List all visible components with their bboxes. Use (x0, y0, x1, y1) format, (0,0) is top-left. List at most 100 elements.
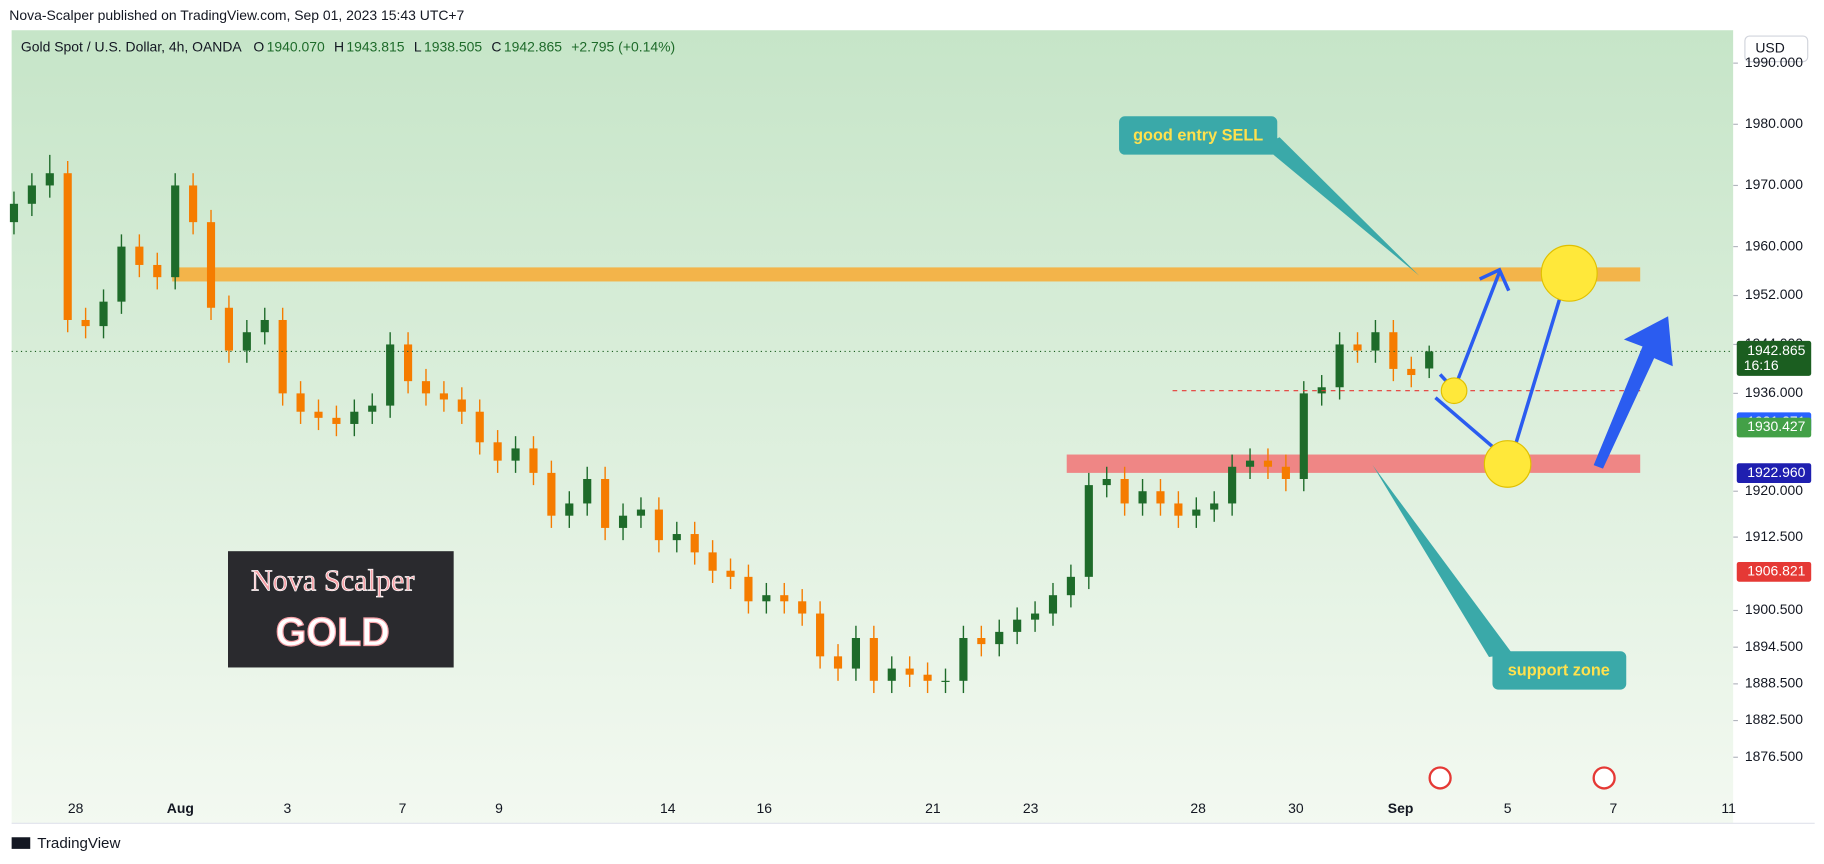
support-text: support zone (1508, 661, 1610, 679)
y-tick-label: 1960.000 (1745, 237, 1803, 253)
candle-body (618, 515, 628, 528)
candle-body (798, 601, 807, 614)
ohlc-value: 1943.815 (346, 38, 404, 54)
candle-body (1192, 509, 1201, 516)
candle-body (278, 319, 287, 394)
x-tick-label: 3 (283, 800, 291, 816)
candle-body (1389, 332, 1398, 369)
x-tick-label: 7 (399, 800, 407, 816)
candle-body (995, 631, 1004, 645)
candle-body (1102, 478, 1111, 486)
logo-box (228, 551, 454, 668)
publisher: Nova-Scalper published on TradingView.co… (9, 7, 464, 23)
ohlc-label: H (334, 38, 344, 54)
event-icon[interactable] (1428, 766, 1452, 790)
logo-asset: GOLD (276, 610, 390, 654)
zone (172, 267, 1641, 282)
candle-body (1335, 344, 1344, 388)
candle-body (260, 319, 269, 333)
candle-body (923, 674, 932, 681)
candle-body (1425, 351, 1434, 369)
candle-body (45, 173, 54, 186)
y-tick-label: 1980.000 (1745, 115, 1803, 131)
y-tick-label: 1900.500 (1745, 601, 1803, 617)
price-tag (1736, 340, 1812, 376)
candle-body (1156, 491, 1165, 504)
sell-callout (1119, 116, 1278, 155)
y-tick-label: 1894.500 (1745, 638, 1803, 654)
candle-body (1138, 491, 1147, 504)
ohlc-label: L (414, 38, 422, 54)
x-tick-label: 11 (1721, 800, 1736, 816)
candle-body (565, 503, 574, 516)
ohlc-value: 1940.070 (267, 38, 325, 54)
price-tag-label: 1942.865 (1747, 342, 1805, 358)
path-arrows (1434, 267, 1581, 455)
price-tag (1736, 463, 1812, 484)
symbol-header: Gold Spot / U.S. Dollar, 4h, OANDA O 1940.… (21, 38, 675, 54)
price-tag-sub: 16:16 (1744, 357, 1779, 373)
y-tick-label: 1888.500 (1745, 675, 1803, 691)
candle-body (296, 393, 305, 412)
candle-body (27, 185, 36, 204)
candle-body (1228, 466, 1237, 504)
candle-body (869, 637, 878, 681)
candle-body (1013, 619, 1022, 632)
candle-body (1031, 613, 1040, 620)
candle-body (63, 173, 72, 320)
candle-body (905, 668, 914, 675)
big-arrow (1593, 316, 1673, 469)
candle-body (350, 411, 359, 424)
candle-body (117, 246, 126, 302)
candle-body (977, 637, 986, 645)
event-icon[interactable] (1592, 766, 1616, 790)
y-tick-label: 1912.500 (1745, 528, 1803, 544)
candle-body (601, 478, 610, 528)
candle-body (708, 552, 717, 571)
candle-body (941, 680, 950, 682)
candle-body (1299, 393, 1308, 479)
zone (1066, 454, 1641, 473)
candle-body (1245, 460, 1255, 467)
candle-body (457, 399, 466, 412)
candle-body (833, 656, 843, 669)
y-tick-label: 1952.000 (1745, 286, 1803, 302)
candle-body (189, 185, 198, 223)
candle-body (1174, 503, 1183, 516)
candle-body (332, 417, 341, 424)
ohlc-label: C (491, 38, 501, 54)
price-tag-label: 1930.427 (1747, 418, 1805, 434)
x-tick-label: 9 (495, 800, 503, 816)
target-circle (1540, 244, 1598, 302)
candle-body (1353, 344, 1362, 351)
y-tick-label: 1920.000 (1745, 482, 1803, 498)
candle-body (206, 222, 216, 308)
x-tick-label: 5 (1504, 800, 1512, 816)
brand-logo (11, 837, 31, 849)
candle-body (224, 307, 234, 351)
brand: TradingView (37, 835, 120, 852)
candle-body (404, 344, 413, 382)
price-tag (1736, 561, 1812, 582)
candle-body (636, 509, 646, 516)
currency-button[interactable] (1744, 35, 1809, 63)
candle-body (1048, 595, 1058, 614)
y-tick-label: 1936.000 (1745, 384, 1803, 400)
entry-circle (1440, 377, 1468, 405)
candle-body (762, 595, 771, 602)
ohlc-label: O (253, 38, 264, 54)
x-tick-label: 21 (925, 800, 941, 816)
x-tick-label: 7 (1610, 800, 1618, 816)
candle-body (1281, 466, 1290, 479)
candle-body (421, 381, 431, 394)
candle-body (439, 393, 448, 400)
x-tick-label: 14 (660, 800, 676, 816)
candle-body (99, 301, 108, 327)
candle-body (368, 405, 377, 412)
candle-body (171, 185, 180, 278)
price-tag (1736, 417, 1812, 438)
x-tick-label: Sep (1388, 800, 1414, 816)
price-tag-label: 1922.960 (1747, 464, 1805, 480)
change: +2.795 (+0.14%) (571, 38, 675, 54)
candle-body (314, 411, 323, 418)
